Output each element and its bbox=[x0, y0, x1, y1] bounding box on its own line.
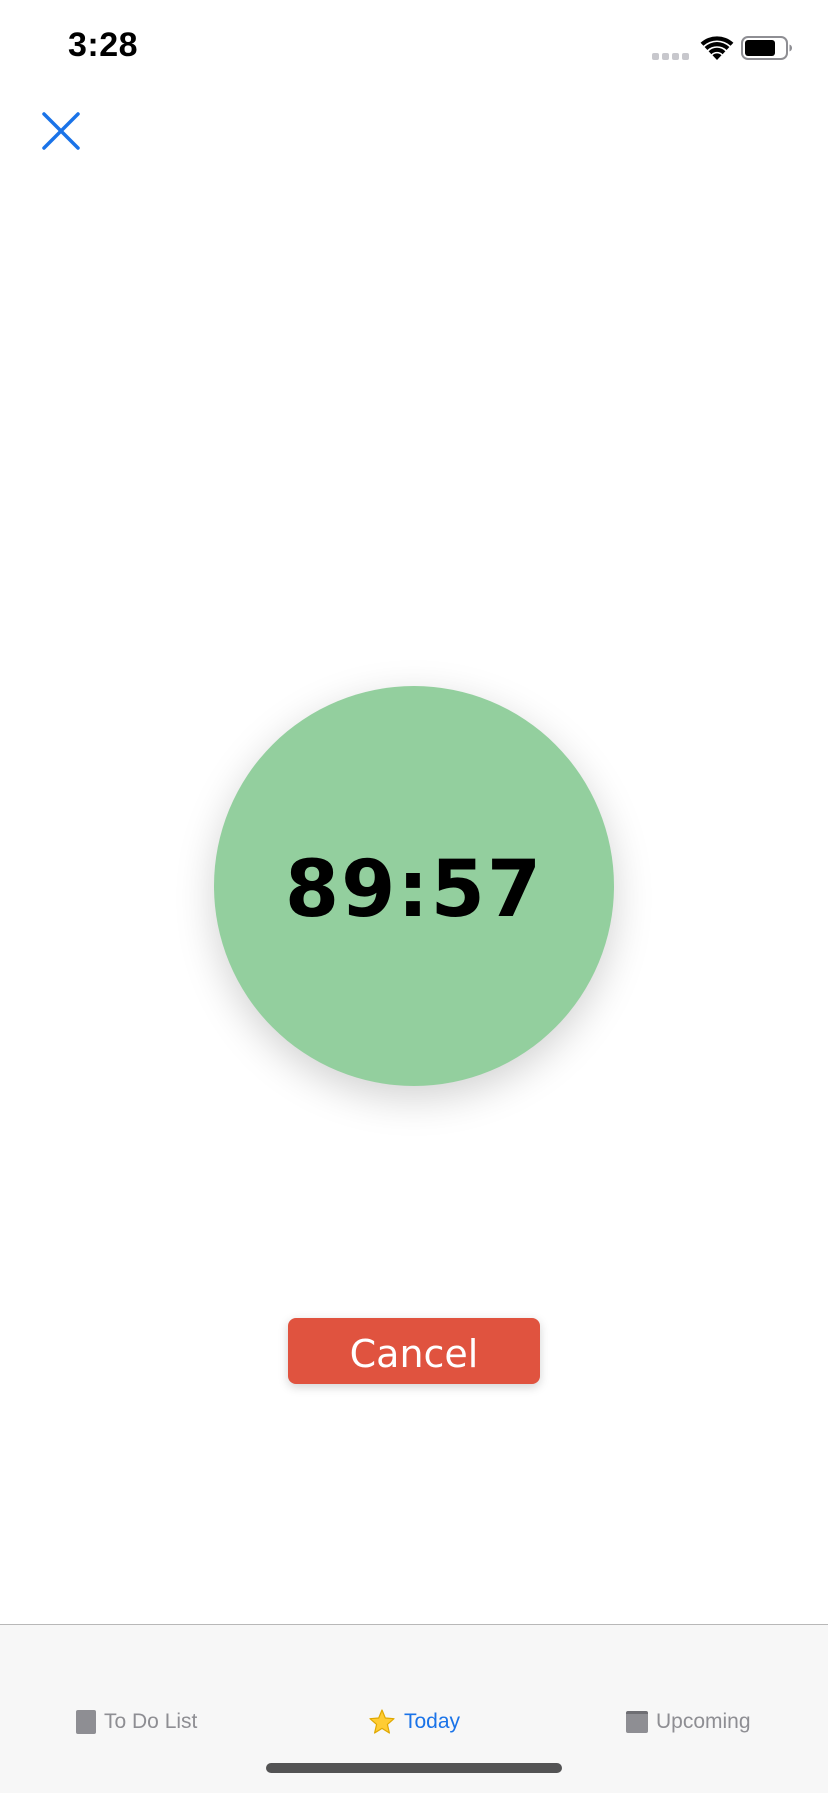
tab-label: Today bbox=[404, 1710, 461, 1733]
timer-display: 89:57 bbox=[284, 845, 544, 935]
tab-upcoming[interactable]: Upcoming bbox=[626, 1707, 751, 1737]
home-indicator bbox=[266, 1763, 562, 1773]
tab-label: Upcoming bbox=[656, 1710, 751, 1733]
timer-circle: 89:57 bbox=[214, 686, 614, 1086]
close-button[interactable] bbox=[40, 110, 82, 152]
cancel-button[interactable]: Cancel bbox=[288, 1318, 540, 1384]
calendar-icon bbox=[626, 1711, 648, 1733]
status-time: 3:28 bbox=[68, 26, 139, 64]
battery-icon bbox=[741, 36, 792, 60]
tab-to-do-list[interactable]: To Do List bbox=[76, 1707, 197, 1737]
tab-label: To Do List bbox=[104, 1710, 198, 1733]
status-bar: 3:28 bbox=[0, 0, 828, 100]
wifi-icon bbox=[700, 36, 734, 60]
star-icon bbox=[369, 1709, 395, 1734]
signal-dots-icon bbox=[652, 53, 689, 60]
close-icon bbox=[42, 112, 80, 150]
tab-today[interactable]: Today bbox=[368, 1707, 460, 1737]
notebook-icon bbox=[76, 1710, 96, 1734]
